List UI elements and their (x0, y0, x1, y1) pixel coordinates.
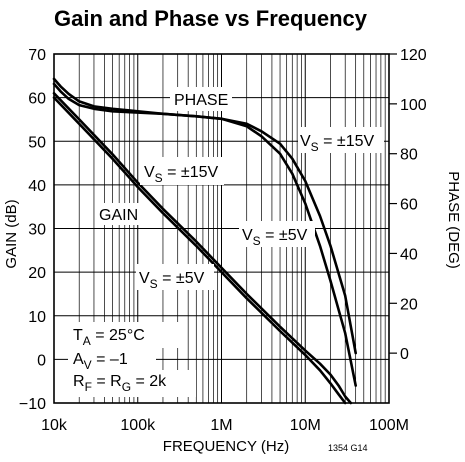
annotation-text: AV = –1 (73, 351, 128, 372)
left-y-tick-label: 50 (28, 134, 46, 151)
annotation: VS = ±15V (298, 127, 384, 154)
left-y-tick-label: 10 (28, 309, 46, 326)
annotation-background (140, 157, 224, 185)
right-y-tick-label: 20 (400, 296, 418, 313)
annotation-background (136, 264, 214, 290)
annotation: VS = ±5V (239, 221, 315, 248)
left-y-tick-labels: −10 0 10 20 30 40 50 60 70 (19, 47, 46, 413)
x-axis-label: FREQUENCY (Hz) (163, 438, 289, 455)
figure-id: 1354 G14 (328, 443, 368, 453)
annotation-background (298, 127, 384, 153)
left-y-tick-label: 60 (28, 91, 46, 108)
annotation-text: VS = ±5V (139, 270, 205, 291)
x-tick-label: 100k (120, 417, 156, 434)
x-tick-label: 10k (41, 417, 68, 434)
left-y-tick-label: 40 (28, 178, 46, 195)
annotation-text: VS = ±15V (300, 133, 375, 154)
left-y-tick-label: −10 (19, 396, 46, 413)
right-y-tick-label: 60 (400, 197, 418, 214)
x-tick-label: 1M (210, 417, 232, 434)
annotation-background (170, 87, 232, 111)
x-tick-label: 100M (369, 417, 409, 434)
annotation: PHASE (170, 87, 232, 111)
series-line (52, 92, 353, 405)
x-tick-label: 10M (290, 417, 321, 434)
left-y-tick-label: 0 (37, 352, 46, 369)
series-line (52, 82, 358, 387)
annotation-background (68, 370, 196, 397)
left-y-tick-label: 30 (28, 222, 46, 239)
left-y-tick-label: 70 (28, 47, 46, 64)
annotation-text: RF = RG = 2k (73, 373, 167, 394)
series-line (52, 96, 347, 405)
chart-title: Gain and Phase vs Frequency (54, 6, 368, 31)
annotation-background (96, 203, 141, 225)
right-y-tick-label: 100 (400, 97, 427, 114)
annotation-background (68, 347, 156, 372)
right-y-tick-labels: 0 20 40 60 80 100 120 (400, 47, 427, 363)
annotation: TA = 25°C (68, 322, 180, 348)
right-y-tick-label: 0 (400, 346, 409, 363)
annotation-text: TA = 25°C (73, 327, 145, 348)
annotation: VS = ±5V (136, 264, 214, 291)
annotations: PHASE VS = ±15V VS = ±15V GAIN VS = ±5V VS = … (68, 87, 384, 397)
right-y-axis-label: PHASE (DEG) (445, 171, 462, 269)
annotation-background (239, 221, 315, 247)
annotation-text: VS = ±15V (144, 164, 219, 185)
annotation: GAIN (96, 203, 141, 225)
left-y-axis-label: GAIN (dB) (3, 199, 20, 268)
annotation: RF = RG = 2k (68, 370, 196, 397)
plot-frame (53, 53, 390, 404)
annotation: VS = ±15V (140, 157, 224, 185)
annotation-text: PHASE (174, 92, 228, 109)
series-lines (52, 77, 358, 405)
right-y-tick-label: 40 (400, 246, 418, 263)
annotation: AV = –1 (68, 347, 156, 372)
right-y-tick-label: 120 (400, 47, 427, 64)
x-tick-labels: 10k 100k 1M 10M 100M (41, 417, 409, 434)
left-y-tick-label: 20 (28, 265, 46, 282)
annotation-text: GAIN (99, 207, 138, 224)
annotation-text: VS = ±5V (242, 227, 308, 248)
annotation-background (68, 322, 180, 348)
right-y-tick-label: 80 (400, 147, 418, 164)
